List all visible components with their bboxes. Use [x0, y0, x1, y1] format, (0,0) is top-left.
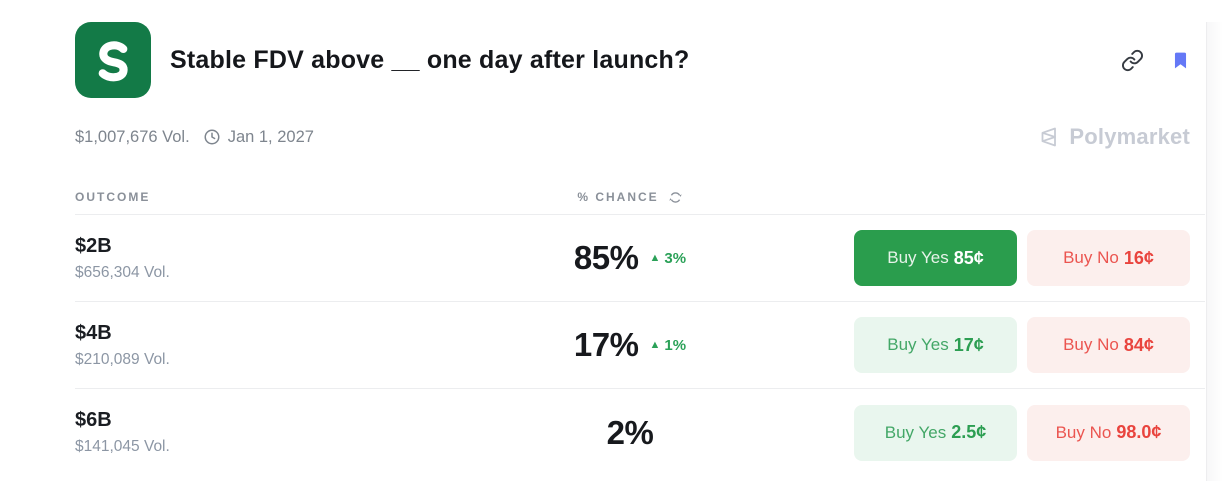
buy-no-price: 98.0¢ — [1116, 422, 1162, 442]
trade-buttons: Buy Yes 17¢ Buy No 84¢ — [854, 317, 1190, 373]
chance-value: 17% — [573, 326, 639, 363]
buy-yes-label: Buy Yes — [887, 335, 949, 354]
buy-yes-button[interactable]: Buy Yes 85¢ — [854, 230, 1017, 286]
buy-yes-button[interactable]: Buy Yes 17¢ — [854, 317, 1017, 373]
buy-yes-price: 2.5¢ — [951, 422, 987, 442]
polymarket-icon — [1041, 127, 1057, 147]
buy-yes-label: Buy Yes — [887, 248, 949, 267]
buy-no-button[interactable]: Buy No 84¢ — [1027, 317, 1190, 373]
refresh-icon[interactable] — [668, 190, 683, 205]
outcome-volume: $210,089 Vol. — [75, 350, 170, 368]
chance-value: 2% — [606, 413, 654, 451]
chance-cell: 2% ▲ — [475, 414, 785, 452]
outcome-volume: $141,045 Vol. — [75, 438, 170, 455]
market-title[interactable]: Stable FDV above __ one day after launch… — [170, 45, 690, 74]
outcome-row: $2B $656,304 Vol. 85% ▲ 3% Buy Yes 85¢ B… — [75, 215, 1205, 302]
outcome-cell: $4B $210,089 Vol. — [75, 322, 475, 369]
chance-delta-value: 1% — [664, 336, 687, 354]
end-date-text: Jan 1, 2027 — [227, 127, 314, 146]
outcome-row: $6B $141,045 Vol. 2% ▲ Buy Yes 2.5¢ Buy … — [75, 389, 1205, 476]
buy-no-label: Buy No — [1063, 248, 1119, 267]
market-card: Stable FDV above __ one day after launch… — [0, 22, 1230, 481]
outcomes-table: OUTCOME % CHANCE $2B $656,304 Vol. 85% ▲ — [75, 180, 1205, 476]
outcome-volume: $656,304 Vol. — [75, 263, 170, 281]
chance-cell: 85% ▲ 3% — [475, 239, 785, 277]
outcome-cell: $6B $141,045 Vol. — [75, 409, 475, 456]
chance-delta: ▲ 1% — [649, 337, 686, 354]
copy-link-button[interactable] — [1121, 49, 1144, 72]
bookmark-icon — [1174, 52, 1187, 68]
outcome-row: $4B $210,089 Vol. 17% ▲ 1% Buy Yes 17¢ B… — [75, 302, 1205, 389]
outcome-rows: $2B $656,304 Vol. 85% ▲ 3% Buy Yes 85¢ B… — [75, 215, 1205, 476]
outcome-name: $2B — [75, 234, 112, 257]
buy-no-price: 16¢ — [1123, 247, 1154, 268]
outcome-column-header: OUTCOME — [75, 190, 151, 204]
buy-no-price: 84¢ — [1123, 334, 1154, 355]
clock-icon — [204, 129, 220, 145]
link-icon — [1122, 49, 1143, 71]
table-header: OUTCOME % CHANCE — [75, 180, 1205, 215]
stable-logo — [75, 22, 151, 98]
trade-buttons: Buy Yes 2.5¢ Buy No 98.0¢ — [854, 404, 1190, 461]
buy-no-button[interactable]: Buy No 98.0¢ — [1027, 404, 1190, 461]
bookmark-button[interactable] — [1171, 49, 1190, 72]
chance-column-header: % CHANCE — [577, 190, 659, 204]
page-edge — [1206, 22, 1230, 481]
volume-text: $1,007,676 Vol. — [75, 127, 190, 146]
buy-yes-price: 85¢ — [953, 247, 984, 268]
buy-yes-button[interactable]: Buy Yes 2.5¢ — [854, 404, 1017, 461]
polymarket-wordmark: Polymarket — [1069, 124, 1190, 149]
outcome-cell: $2B $656,304 Vol. — [75, 235, 475, 282]
outcome-name: $6B — [75, 409, 112, 431]
header-actions — [1121, 49, 1190, 72]
stable-s-icon — [98, 41, 128, 82]
chance-delta-value: 3% — [664, 249, 687, 267]
buy-no-label: Buy No — [1063, 335, 1119, 354]
market-meta: $1,007,676 Vol. Jan 1, 2027 Polymarket — [75, 124, 1230, 150]
up-arrow-icon: ▲ — [649, 339, 661, 351]
outcome-name: $4B — [75, 321, 112, 344]
buy-no-label: Buy No — [1055, 422, 1112, 442]
buy-yes-price: 17¢ — [953, 334, 984, 355]
buy-yes-label: Buy Yes — [884, 422, 947, 442]
trade-buttons: Buy Yes 85¢ Buy No 16¢ — [854, 230, 1190, 286]
market-header: Stable FDV above __ one day after launch… — [75, 22, 1230, 98]
chance-delta: ▲ 3% — [649, 250, 686, 267]
buy-no-button[interactable]: Buy No 16¢ — [1027, 230, 1190, 286]
chance-cell: 17% ▲ 1% — [475, 326, 785, 364]
up-arrow-icon: ▲ — [649, 252, 661, 264]
chance-value: 85% — [573, 239, 639, 276]
polymarket-brand[interactable]: Polymarket — [1037, 124, 1190, 150]
